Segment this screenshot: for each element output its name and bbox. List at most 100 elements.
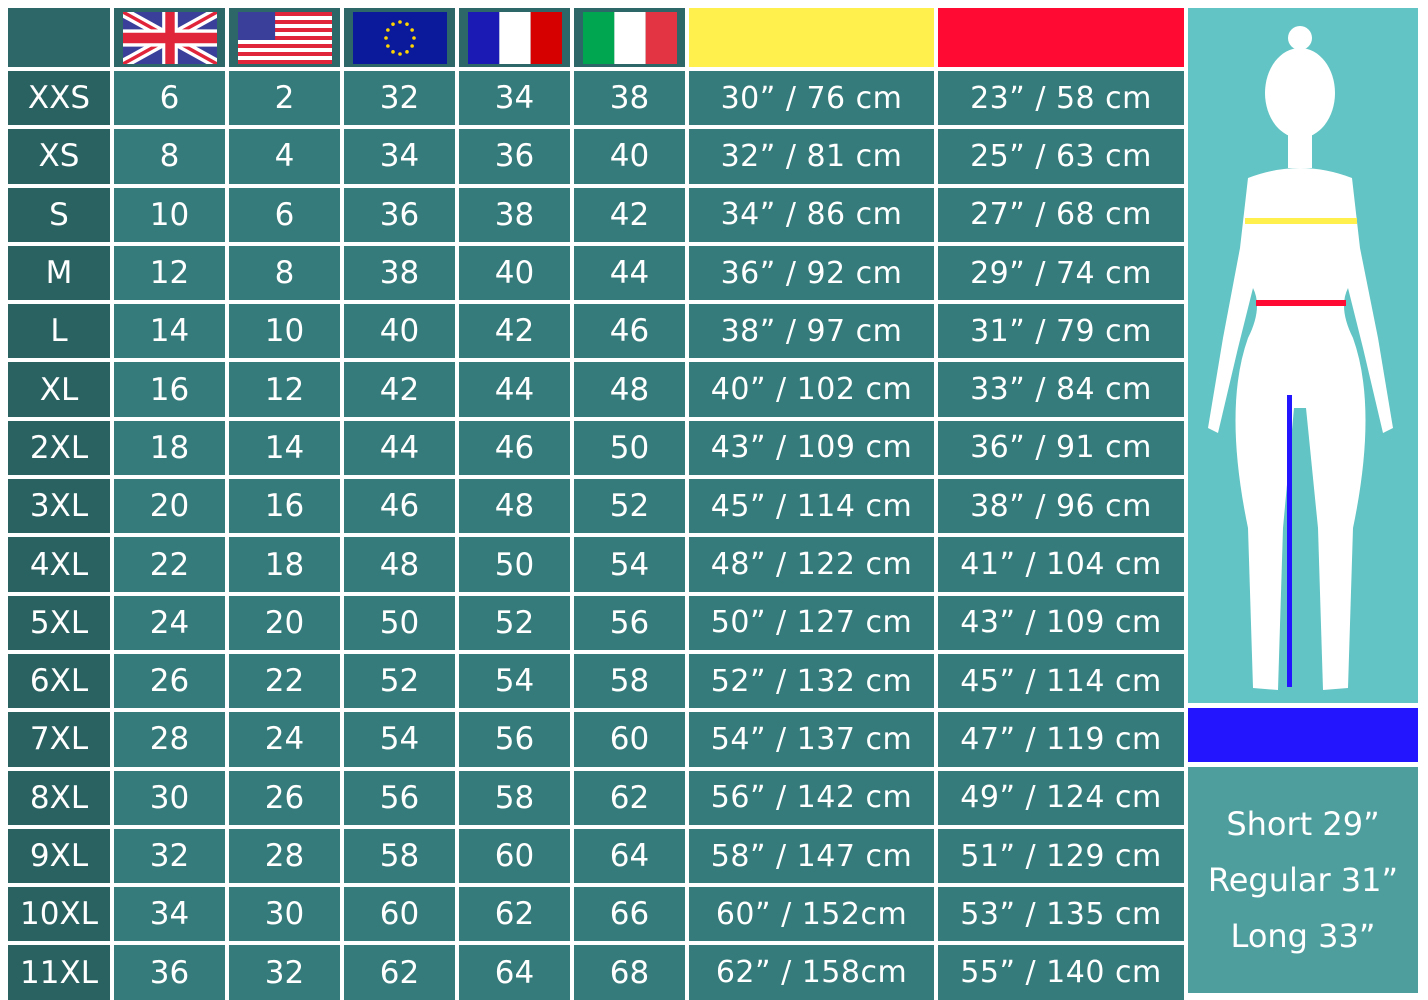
eu-star-icon (397, 19, 402, 24)
size-cell: 7XL (8, 712, 110, 767)
fr-cell: 42 (459, 304, 570, 359)
france-flag-icon (467, 11, 562, 64)
waist-cell: 23” / 58 cm (938, 71, 1184, 126)
uk-cell: 12 (114, 245, 225, 301)
size-cell: 10XL (8, 887, 110, 942)
chest-cell: 40” / 102 cm (689, 362, 934, 417)
it-cell: 50 (574, 420, 685, 476)
it-cell: 42 (574, 187, 685, 242)
size-chart-table: XXS 6 2 32 34 38 30” / 76 cm 23” / 58 cm XS 8 4 34 3… (8, 8, 1184, 1000)
it-cell: 48 (574, 362, 685, 417)
it-cell: 44 (574, 245, 685, 301)
eu-star-icon (385, 27, 390, 32)
waist-cell: 41” / 104 cm (938, 537, 1184, 592)
size-cell: 4XL (8, 537, 110, 592)
it-cell: 62 (574, 770, 685, 825)
fr-cell: 50 (459, 537, 570, 592)
eu-star-icon (404, 49, 409, 54)
eu-star-icon (411, 35, 416, 40)
fr-cell: 58 (459, 770, 570, 825)
it-cell: 46 (574, 304, 685, 359)
eu-cell: 42 (344, 362, 455, 417)
fr-cell: 62 (459, 887, 570, 942)
chest-cell: 45” / 114 cm (689, 479, 934, 534)
us-cell: 20 (229, 595, 340, 650)
eu-cell: 54 (344, 712, 455, 767)
chest-cell: 34” / 86 cm (689, 187, 934, 242)
eu-cell: 36 (344, 187, 455, 242)
us-cell: 28 (229, 828, 340, 884)
waist-cell: 45” / 114 cm (938, 653, 1184, 709)
fr-cell: 46 (459, 420, 570, 476)
uk-cell: 8 (114, 129, 225, 184)
uk-cell: 26 (114, 653, 225, 709)
it-cell: 56 (574, 595, 685, 650)
uk-cell: 16 (114, 362, 225, 417)
chest-cell: 62” / 158cm (689, 945, 934, 1000)
chest-cell: 54” / 137 cm (689, 712, 934, 767)
it-cell: 60 (574, 712, 685, 767)
chest-cell: 58” / 147 cm (689, 828, 934, 884)
uk-flag-icon (122, 11, 217, 64)
fr-cell: 36 (459, 129, 570, 184)
it-cell: 52 (574, 479, 685, 534)
it-cell: 58 (574, 653, 685, 709)
chest-cell: 36” / 92 cm (689, 245, 934, 301)
eu-star-icon (409, 27, 414, 32)
uk-cell: 10 (114, 187, 225, 242)
eu-star-icon (390, 49, 395, 54)
eu-cell: 48 (344, 537, 455, 592)
eu-cell: 62 (344, 945, 455, 1000)
inseam-short: Short 29” (1226, 805, 1380, 843)
us-cell: 22 (229, 653, 340, 709)
eu-cell: 34 (344, 129, 455, 184)
eu-star-icon (383, 35, 388, 40)
us-flag-icon (237, 11, 332, 64)
chest-cell: 43” / 109 cm (689, 420, 934, 476)
eu-flag-header (344, 8, 455, 67)
it-cell: 38 (574, 71, 685, 126)
chest-cell: 32” / 81 cm (689, 129, 934, 184)
uk-cell: 36 (114, 945, 225, 1000)
fr-cell: 34 (459, 71, 570, 126)
uk-cell: 30 (114, 770, 225, 825)
size-cell: XL (8, 362, 110, 417)
chest-cell: 48” / 122 cm (689, 537, 934, 592)
it-cell: 64 (574, 828, 685, 884)
waist-cell: 38” / 96 cm (938, 479, 1184, 534)
chest-cell: 38” / 97 cm (689, 304, 934, 359)
waist-cell: 47” / 119 cm (938, 712, 1184, 767)
us-cell: 6 (229, 187, 340, 242)
header-corner (8, 8, 110, 67)
uk-cell: 28 (114, 712, 225, 767)
eu-star-icon (404, 21, 409, 26)
it-cell: 66 (574, 887, 685, 942)
uk-cell: 18 (114, 420, 225, 476)
us-cell: 8 (229, 245, 340, 301)
body-figure-panel (1188, 8, 1418, 703)
uk-cell: 6 (114, 71, 225, 126)
size-cell: XXS (8, 71, 110, 126)
fr-cell: 40 (459, 245, 570, 301)
waist-cell: 31” / 79 cm (938, 304, 1184, 359)
waist-cell: 25” / 63 cm (938, 129, 1184, 184)
us-cell: 24 (229, 712, 340, 767)
us-cell: 10 (229, 304, 340, 359)
waist-cell: 55” / 140 cm (938, 945, 1184, 1000)
italy-flag-icon (582, 11, 677, 64)
eu-cell: 44 (344, 420, 455, 476)
inseam-long: Long 33” (1230, 917, 1376, 955)
eu-cell: 58 (344, 828, 455, 884)
uk-cell: 24 (114, 595, 225, 650)
fr-cell: 54 (459, 653, 570, 709)
waist-cell: 49” / 124 cm (938, 770, 1184, 825)
uk-cell: 32 (114, 828, 225, 884)
waist-cell: 29” / 74 cm (938, 245, 1184, 301)
fr-cell: 38 (459, 187, 570, 242)
waist-swatch (938, 8, 1184, 67)
italy-flag-header (574, 8, 685, 67)
chest-swatch (689, 8, 934, 67)
france-flag-header (459, 8, 570, 67)
size-cell: S (8, 187, 110, 242)
waist-cell: 36” / 91 cm (938, 420, 1184, 476)
